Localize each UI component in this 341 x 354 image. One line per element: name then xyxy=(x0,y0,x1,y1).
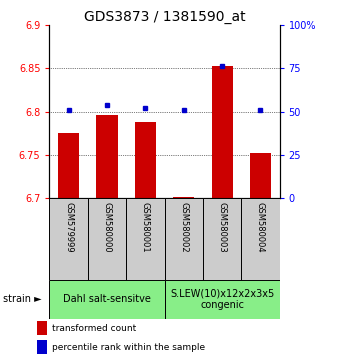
Bar xyxy=(241,198,280,280)
Bar xyxy=(37,340,47,354)
Text: GSM579999: GSM579999 xyxy=(64,202,73,253)
Title: GDS3873 / 1381590_at: GDS3873 / 1381590_at xyxy=(84,10,245,24)
Bar xyxy=(250,153,271,198)
Bar xyxy=(135,122,156,198)
Bar xyxy=(211,67,233,198)
Bar xyxy=(173,196,194,198)
Bar xyxy=(37,321,47,335)
Text: GSM580003: GSM580003 xyxy=(218,202,226,253)
Text: S.LEW(10)x12x2x3x5
congenic: S.LEW(10)x12x2x3x5 congenic xyxy=(170,288,274,310)
Bar xyxy=(58,133,79,198)
Text: transformed count: transformed count xyxy=(52,324,136,333)
Text: strain ►: strain ► xyxy=(3,294,42,304)
Bar xyxy=(164,280,280,319)
Text: GSM580002: GSM580002 xyxy=(179,202,188,253)
Text: GSM580000: GSM580000 xyxy=(103,202,112,253)
Bar xyxy=(49,198,88,280)
Bar xyxy=(97,115,118,198)
Text: GSM580004: GSM580004 xyxy=(256,202,265,253)
Bar xyxy=(203,198,241,280)
Text: percentile rank within the sample: percentile rank within the sample xyxy=(52,343,205,352)
Bar xyxy=(49,280,164,319)
Bar xyxy=(126,198,164,280)
Bar xyxy=(164,198,203,280)
Bar xyxy=(88,198,126,280)
Text: GSM580001: GSM580001 xyxy=(141,202,150,253)
Text: Dahl salt-sensitve: Dahl salt-sensitve xyxy=(63,294,151,304)
